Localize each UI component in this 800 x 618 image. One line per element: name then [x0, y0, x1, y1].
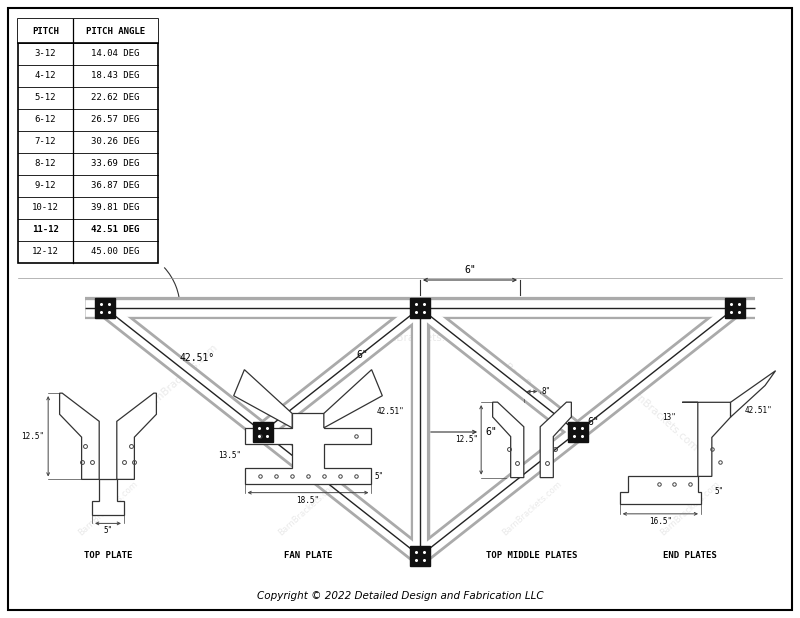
Text: 12.5": 12.5" — [22, 432, 45, 441]
Text: 12.5": 12.5" — [454, 435, 478, 444]
Text: 6-12: 6-12 — [34, 116, 56, 124]
Bar — [410, 298, 430, 318]
Bar — [567, 422, 587, 442]
Polygon shape — [493, 402, 524, 478]
Polygon shape — [540, 402, 571, 478]
Text: 6": 6" — [464, 265, 476, 275]
Bar — [253, 422, 273, 442]
Text: 26.57 DEG: 26.57 DEG — [91, 116, 140, 124]
Text: PITCH: PITCH — [32, 27, 59, 35]
Bar — [410, 546, 430, 566]
Text: BarnBrackets.com: BarnBrackets.com — [502, 362, 578, 434]
Text: 13.5": 13.5" — [218, 451, 241, 460]
Polygon shape — [117, 393, 157, 480]
Text: 36.87 DEG: 36.87 DEG — [91, 182, 140, 190]
Text: 22.62 DEG: 22.62 DEG — [91, 93, 140, 103]
Bar — [18, 19, 158, 263]
Text: BarnBrackets.com: BarnBrackets.com — [372, 333, 468, 343]
Text: BarnBrackets.com: BarnBrackets.com — [142, 342, 218, 413]
Polygon shape — [59, 393, 99, 480]
Text: 8": 8" — [542, 387, 551, 396]
Bar — [725, 298, 745, 318]
Text: 12-12: 12-12 — [32, 247, 59, 256]
Polygon shape — [234, 370, 292, 428]
Text: 45.00 DEG: 45.00 DEG — [91, 247, 140, 256]
Bar — [18, 19, 158, 43]
Text: FAN PLATE: FAN PLATE — [284, 551, 332, 561]
Bar — [95, 298, 115, 318]
Polygon shape — [245, 413, 371, 484]
Text: BarnBrackets.com: BarnBrackets.com — [262, 362, 338, 434]
Text: 5": 5" — [103, 526, 113, 535]
Polygon shape — [730, 371, 776, 417]
Text: 18.5": 18.5" — [297, 496, 319, 506]
Text: 33.69 DEG: 33.69 DEG — [91, 159, 140, 169]
Text: PITCH ANGLE: PITCH ANGLE — [86, 27, 145, 35]
Text: 3-12: 3-12 — [34, 49, 56, 59]
Text: BarnBrackets.com: BarnBrackets.com — [277, 479, 339, 537]
Text: 42.51": 42.51" — [745, 405, 772, 415]
Text: 14.04 DEG: 14.04 DEG — [91, 49, 140, 59]
Text: 10-12: 10-12 — [32, 203, 59, 213]
Text: 5-12: 5-12 — [34, 93, 56, 103]
Text: 39.81 DEG: 39.81 DEG — [91, 203, 140, 213]
Text: 6": 6" — [356, 350, 368, 360]
Polygon shape — [620, 476, 701, 504]
Text: Copyright © 2022 Detailed Design and Fabrication LLC: Copyright © 2022 Detailed Design and Fab… — [257, 591, 543, 601]
Polygon shape — [682, 402, 730, 476]
Text: TOP MIDDLE PLATES: TOP MIDDLE PLATES — [486, 551, 578, 561]
Text: BarnBrackets.com: BarnBrackets.com — [77, 479, 139, 537]
Text: 5": 5" — [715, 488, 724, 496]
Text: 13": 13" — [662, 413, 676, 422]
Text: 42.51°: 42.51° — [180, 353, 215, 363]
Text: BarnBrackets.com: BarnBrackets.com — [622, 383, 698, 454]
Text: 4-12: 4-12 — [34, 72, 56, 80]
Text: 18.43 DEG: 18.43 DEG — [91, 72, 140, 80]
Text: 11-12: 11-12 — [32, 226, 59, 234]
Text: 16.5": 16.5" — [649, 517, 672, 526]
Polygon shape — [324, 370, 382, 428]
Text: 5": 5" — [375, 472, 384, 481]
Text: 6": 6" — [587, 417, 599, 427]
Text: 42.51": 42.51" — [376, 407, 404, 417]
Text: TOP PLATE: TOP PLATE — [84, 551, 132, 561]
Text: 6": 6" — [485, 427, 497, 437]
Polygon shape — [92, 480, 124, 515]
Text: BarnBrackets.com: BarnBrackets.com — [658, 479, 722, 537]
Text: 8-12: 8-12 — [34, 159, 56, 169]
Text: 42.51 DEG: 42.51 DEG — [91, 226, 140, 234]
Text: END PLATES: END PLATES — [663, 551, 717, 561]
Text: BarnBrackets.com: BarnBrackets.com — [501, 479, 563, 537]
Text: 30.26 DEG: 30.26 DEG — [91, 137, 140, 146]
Text: 9-12: 9-12 — [34, 182, 56, 190]
Text: 7-12: 7-12 — [34, 137, 56, 146]
